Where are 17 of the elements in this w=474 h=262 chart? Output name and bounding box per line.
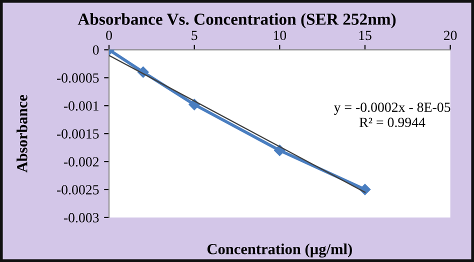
x-tick-label: 15 bbox=[359, 30, 372, 40]
y-tick-label: -0.003 bbox=[64, 213, 99, 222]
x-tick-label: 0 bbox=[106, 30, 112, 40]
y-tick-label: -0.001 bbox=[64, 101, 98, 111]
y-tick-label: -0.0025 bbox=[56, 185, 99, 195]
x-tick-label: 5 bbox=[192, 30, 198, 40]
x-axis-title: Concentration (µg/ml) bbox=[207, 244, 352, 258]
x-tick-label: 10 bbox=[274, 30, 286, 40]
y-axis-title: Absorbance bbox=[16, 94, 28, 173]
y-tick-label: -0.0015 bbox=[56, 129, 99, 139]
annotation: y = -0.0002x - 8E-05 bbox=[334, 102, 450, 115]
y-tick-label: 0 bbox=[92, 45, 99, 55]
y-tick-label: -0.002 bbox=[64, 157, 99, 167]
y-tick-label: -0.0005 bbox=[56, 73, 99, 83]
chart-title: Absorbance Vs. Concentration (SER 252nm) bbox=[78, 13, 396, 28]
annotation: R² = 0.9944 bbox=[359, 118, 426, 128]
x-tick-label: 20 bbox=[444, 30, 457, 40]
